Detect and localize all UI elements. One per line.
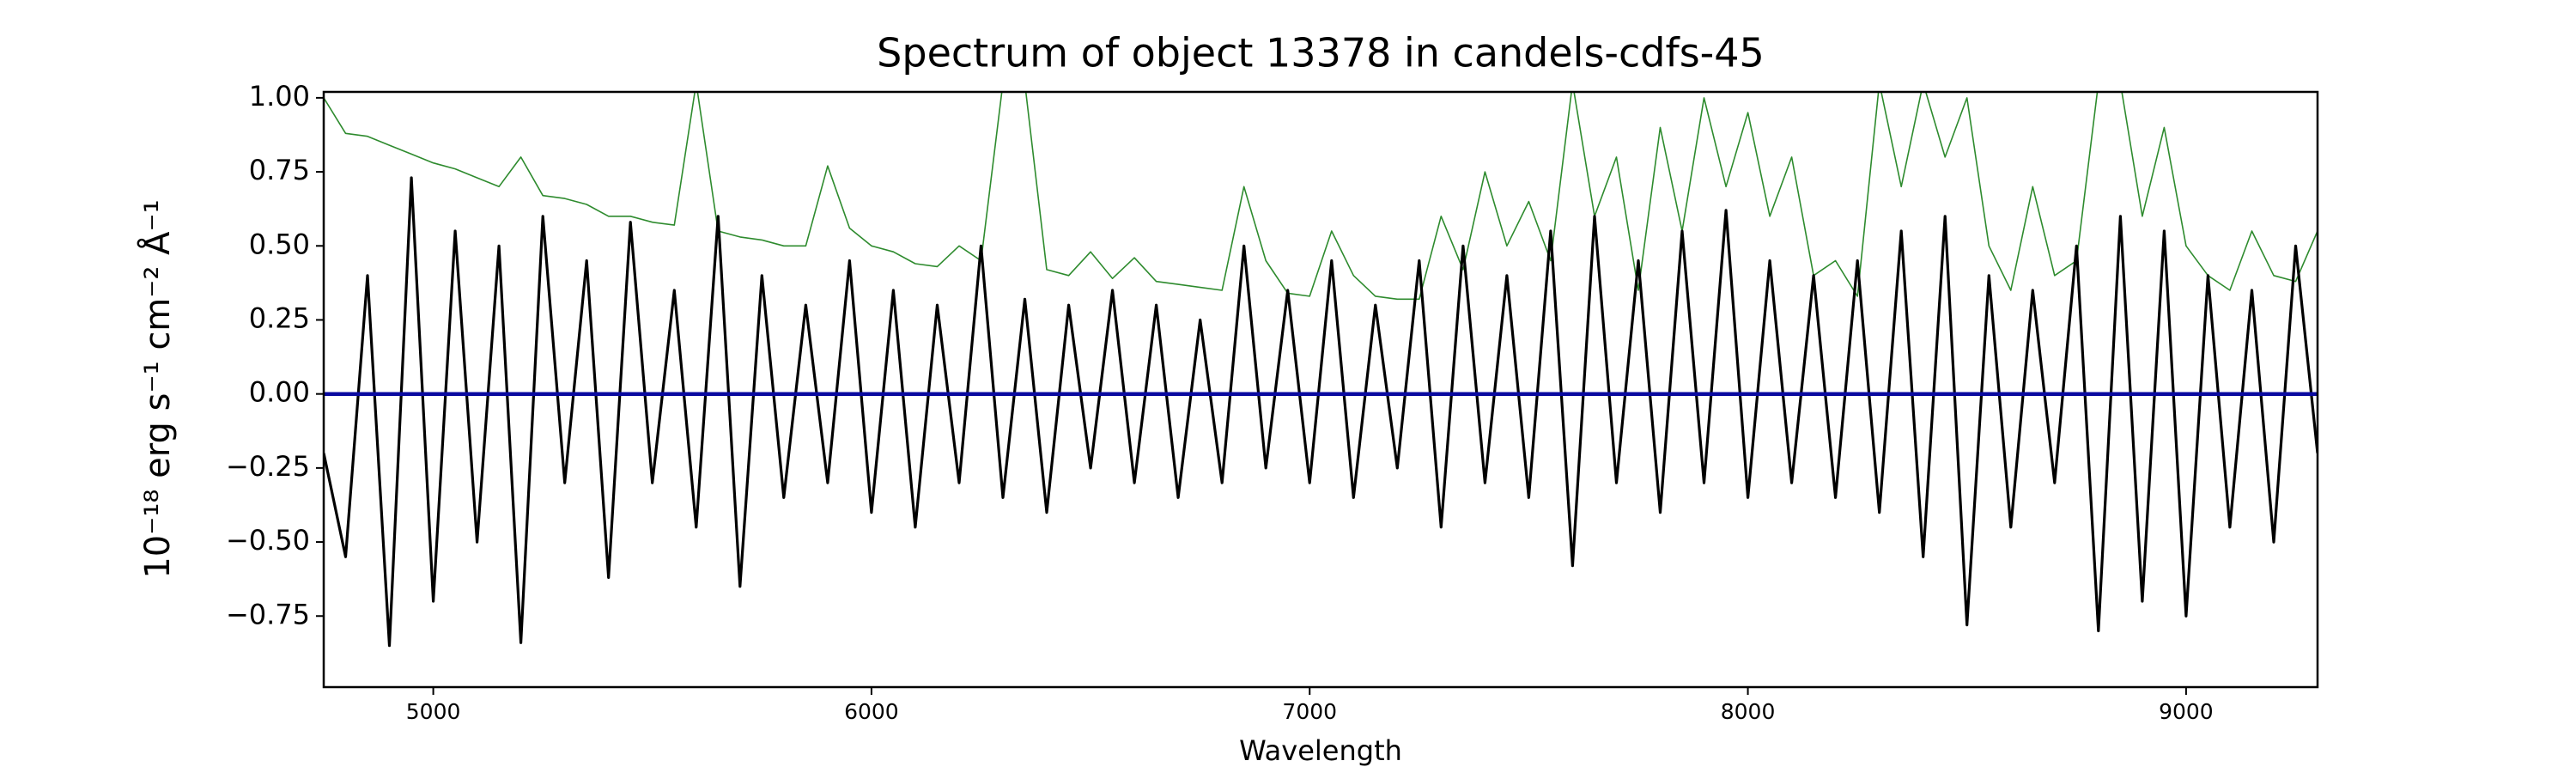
plot-area (324, 92, 2318, 648)
axes-frame (322, 90, 2319, 689)
chart-title: Spectrum of object 13378 in candels-cdfs… (877, 30, 1765, 76)
x-tick-label: 8000 (1721, 699, 1776, 724)
y-tick-label: −0.25 (226, 450, 310, 483)
y-tick-label: 0.75 (249, 154, 310, 186)
x-tick-label: 7000 (1282, 699, 1337, 724)
spectrum-line (324, 176, 2318, 648)
y-tick-label: 0.50 (249, 228, 310, 260)
y-tick-label: 1.00 (249, 80, 310, 113)
y-axis-label: 10⁻¹⁸ erg s⁻¹ cm⁻² Å⁻¹ (137, 199, 178, 578)
y-tick-label: −0.50 (226, 524, 310, 557)
x-tick-label: 9000 (2159, 699, 2214, 724)
y-tick-label: −0.75 (226, 598, 310, 630)
y-tick-label: 0.25 (249, 301, 310, 334)
x-tick-label: 5000 (406, 699, 461, 724)
x-tick-label: 6000 (844, 699, 899, 724)
x-axis-label: Wavelength (1239, 734, 1402, 767)
y-tick-label: 0.00 (249, 376, 310, 409)
spectrum-line (324, 92, 2318, 301)
